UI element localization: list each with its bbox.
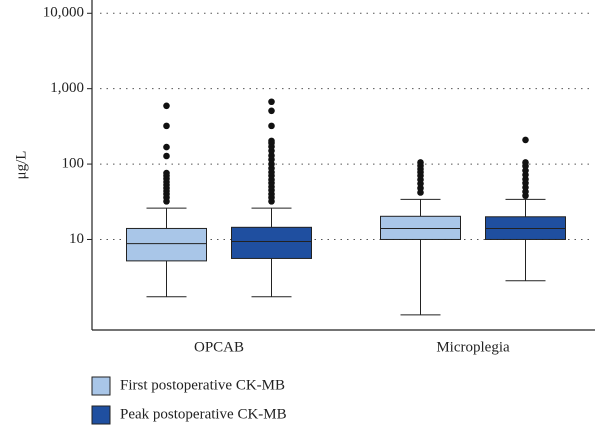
outlier <box>163 122 170 130</box>
legend-label: First postoperative CK-MB <box>120 377 285 393</box>
y-tick-label: 10 <box>69 231 84 247</box>
outlier <box>163 169 170 177</box>
outlier <box>163 143 170 151</box>
outlier <box>163 152 170 160</box>
y-tick-label: 10,000 <box>43 5 84 21</box>
outlier <box>163 102 170 110</box>
legend-label: Peak postoperative CK-MB <box>120 406 287 422</box>
outlier <box>268 122 275 130</box>
box <box>380 215 461 240</box>
outlier <box>417 159 424 166</box>
outlier <box>268 107 275 115</box>
y-tick-label: 100 <box>62 156 85 172</box>
outlier <box>268 98 275 106</box>
x-tick-label: OPCAB <box>194 339 244 355</box>
outlier <box>268 137 275 145</box>
outlier <box>268 160 275 168</box>
outlier <box>522 159 529 166</box>
box <box>231 226 312 259</box>
outlier <box>522 136 529 144</box>
legend-swatch <box>91 405 111 425</box>
x-tick-label: Microplegia <box>436 339 510 355</box>
y-axis-label: μg/L <box>13 151 29 180</box>
outlier <box>268 152 275 159</box>
box <box>126 227 207 262</box>
legend-swatch <box>91 376 111 396</box>
y-tick-label: 1,000 <box>50 80 84 96</box>
